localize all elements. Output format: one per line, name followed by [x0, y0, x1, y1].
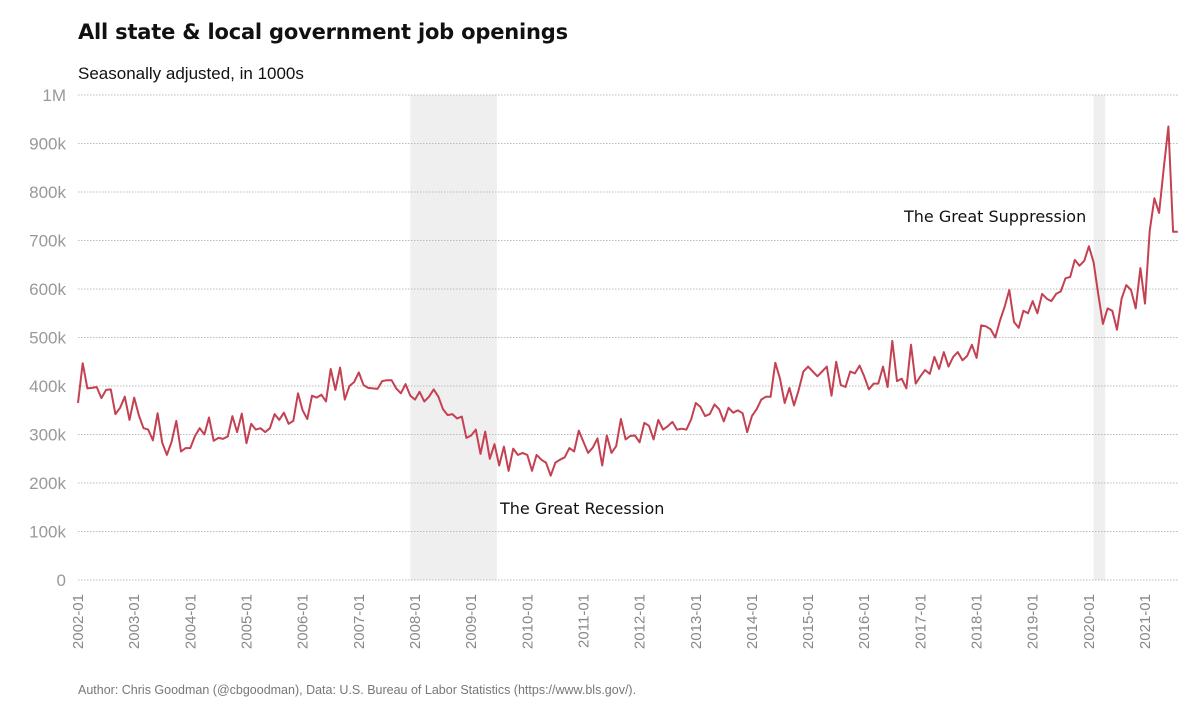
chart-title: All state & local government job opening…	[78, 20, 568, 44]
x-tick-label: 2020-01	[1081, 594, 1098, 649]
y-tick-label: 1M	[42, 86, 66, 105]
x-tick-label: 2004-01	[182, 594, 199, 649]
y-tick-label: 500k	[29, 329, 66, 348]
chart-subtitle: Seasonally adjusted, in 1000s	[78, 64, 304, 83]
y-tick-label: 900k	[29, 135, 66, 154]
x-tick-label: 2015-01	[800, 594, 817, 649]
x-tick-label: 2005-01	[238, 594, 255, 649]
x-tick-label: 2014-01	[744, 594, 761, 649]
x-tick-label: 2018-01	[969, 594, 986, 649]
y-tick-label: 0	[57, 571, 66, 590]
x-tick-label: 2019-01	[1025, 594, 1042, 649]
y-tick-label: 400k	[29, 377, 66, 396]
x-tick-label: 2012-01	[632, 594, 649, 649]
y-tick-label: 700k	[29, 232, 66, 251]
x-tick-label: 2011-01	[575, 594, 592, 648]
x-tick-label: 2003-01	[126, 594, 143, 649]
annotation-great-recession: The Great Recession	[499, 499, 664, 518]
x-tick-label: 2008-01	[407, 594, 424, 649]
x-tick-label: 2002-01	[70, 594, 87, 649]
series-line	[77, 125, 1178, 477]
x-tick-label: 2013-01	[688, 594, 705, 649]
y-tick-label: 300k	[29, 426, 66, 445]
y-tick-label: 800k	[29, 183, 66, 202]
x-tick-label: 2007-01	[351, 594, 368, 649]
x-tick-label: 2021-01	[1137, 594, 1154, 649]
annotation-great-suppression: The Great Suppression	[903, 207, 1086, 226]
x-tick-label: 2016-01	[856, 594, 873, 649]
chart-caption: Author: Chris Goodman (@cbgoodman), Data…	[78, 683, 637, 697]
x-tick-label: 2009-01	[463, 594, 480, 649]
y-tick-label: 100k	[29, 523, 66, 542]
x-tick-label: 2017-01	[912, 594, 929, 649]
y-tick-label: 600k	[29, 280, 66, 299]
x-tick-label: 2010-01	[519, 594, 536, 649]
y-tick-label: 200k	[29, 474, 66, 493]
x-tick-label: 2006-01	[295, 594, 312, 649]
